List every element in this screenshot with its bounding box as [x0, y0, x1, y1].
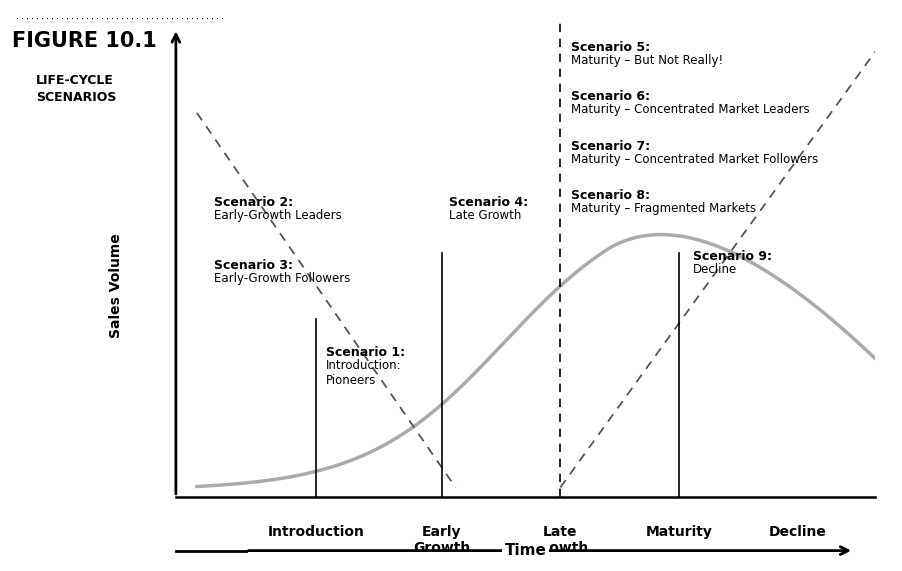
Text: Early
Growth: Early Growth	[413, 525, 470, 555]
Text: Scenario 1:: Scenario 1:	[327, 345, 405, 359]
Text: Late Growth: Late Growth	[448, 209, 520, 222]
Text: Maturity – Concentrated Market Followers: Maturity – Concentrated Market Followers	[571, 152, 818, 166]
Text: FIGURE 10.1: FIGURE 10.1	[12, 31, 156, 51]
Text: LIFE-CYCLE: LIFE-CYCLE	[36, 74, 114, 87]
Text: Scenario 6:: Scenario 6:	[571, 90, 649, 103]
Text: Sales Volume: Sales Volume	[109, 234, 124, 339]
Text: Scenario 7:: Scenario 7:	[571, 140, 650, 152]
Text: Maturity: Maturity	[646, 525, 713, 539]
Text: SCENARIOS: SCENARIOS	[36, 91, 116, 104]
Text: Maturity – But Not Really!: Maturity – But Not Really!	[571, 54, 723, 67]
Text: Scenario 3:: Scenario 3:	[215, 259, 293, 272]
Text: Introduction: Introduction	[267, 525, 364, 539]
Text: Introduction:
Pioneers: Introduction: Pioneers	[327, 359, 401, 387]
Text: Decline: Decline	[693, 263, 738, 276]
Text: Maturity – Concentrated Market Leaders: Maturity – Concentrated Market Leaders	[571, 103, 809, 116]
Text: Scenario 8:: Scenario 8:	[571, 189, 649, 202]
Text: Late
Growth: Late Growth	[532, 525, 589, 555]
Text: Scenario 5:: Scenario 5:	[571, 41, 650, 54]
Text: Early-Growth Leaders: Early-Growth Leaders	[215, 209, 342, 222]
Text: Maturity – Fragmented Markets: Maturity – Fragmented Markets	[571, 202, 756, 215]
Text: Decline: Decline	[769, 525, 827, 539]
Text: Scenario 2:: Scenario 2:	[215, 196, 293, 209]
Text: Time: Time	[504, 543, 547, 558]
Text: Early-Growth Followers: Early-Growth Followers	[215, 272, 351, 285]
Text: Scenario 4:: Scenario 4:	[448, 196, 528, 209]
Text: Scenario 9:: Scenario 9:	[693, 250, 772, 263]
Text: ··········································: ········································…	[15, 15, 226, 25]
